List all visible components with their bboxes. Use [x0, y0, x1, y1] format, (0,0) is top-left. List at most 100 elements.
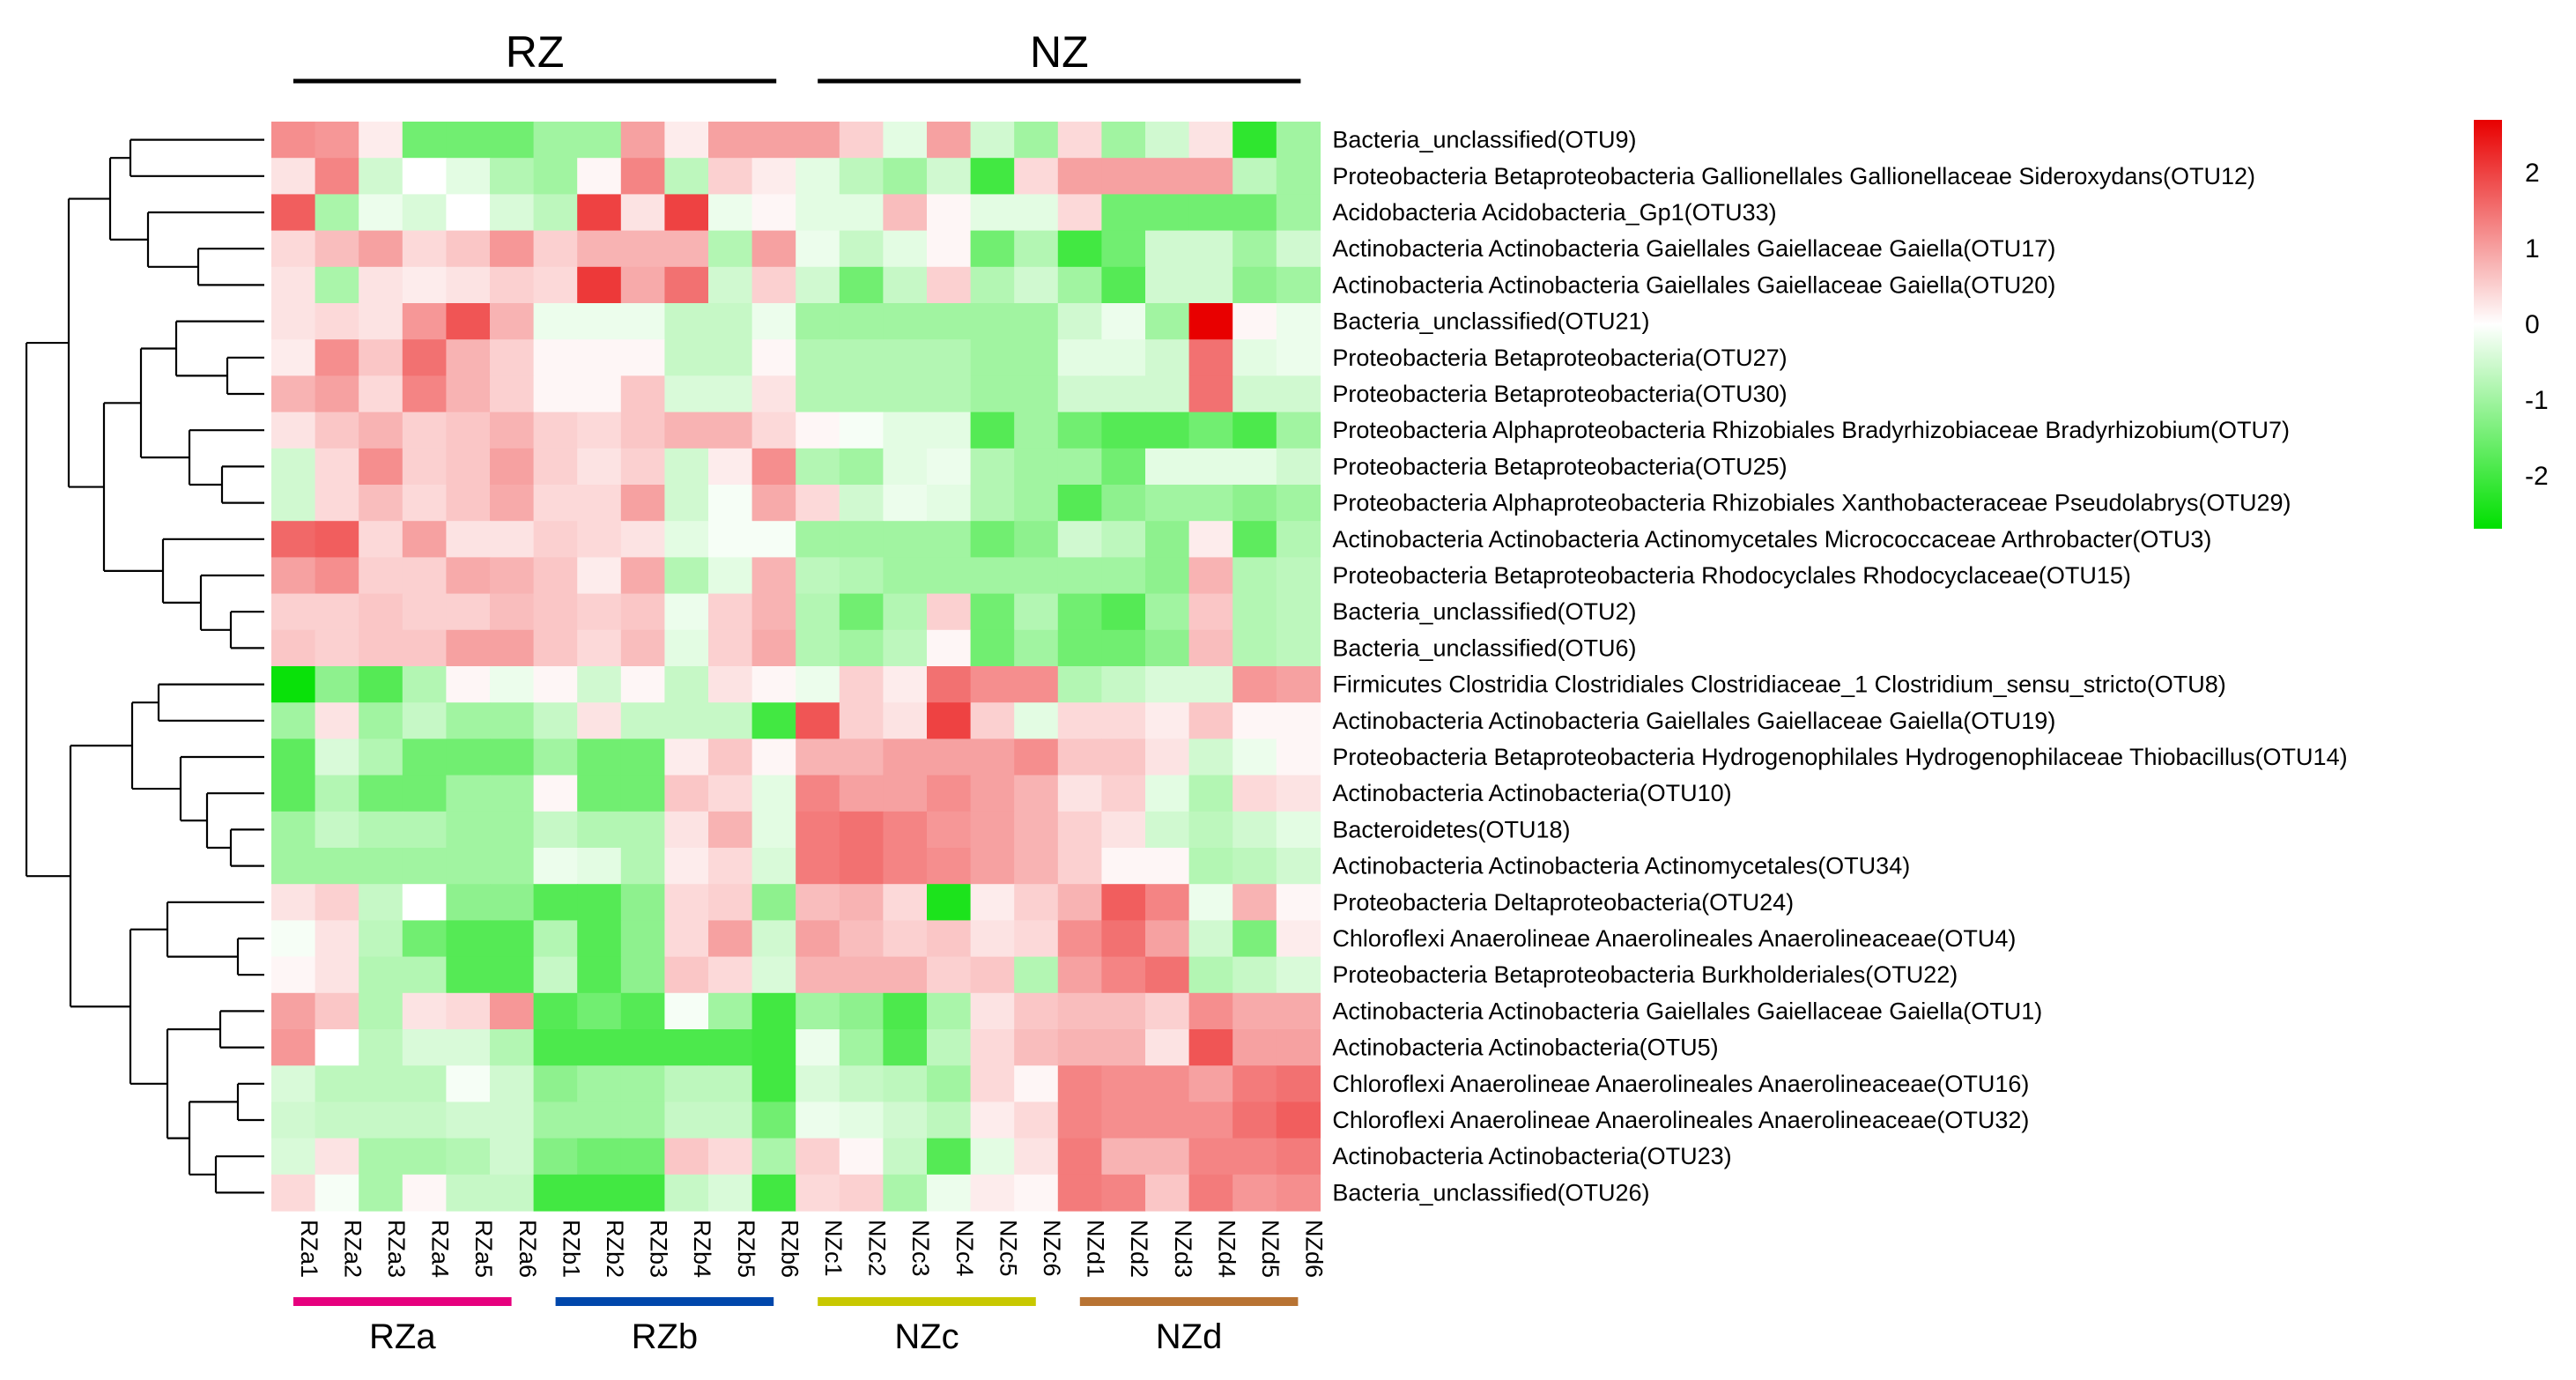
heatmap-cell — [751, 375, 796, 413]
heatmap-cell — [1101, 158, 1146, 195]
heatmap-cell — [708, 339, 753, 376]
heatmap-cell — [402, 303, 447, 340]
heatmap-cell — [1276, 738, 1321, 776]
heatmap-cell — [359, 122, 403, 159]
heatmap-cell — [664, 1174, 709, 1212]
heatmap-cell — [883, 1102, 928, 1139]
heatmap-cell — [883, 1065, 928, 1102]
subgroup-label: NZd — [1156, 1317, 1223, 1356]
heatmap-cell — [490, 448, 535, 486]
heatmap-cell — [970, 158, 1015, 195]
heatmap-cell — [1276, 956, 1321, 994]
heatmap-cell — [927, 629, 972, 667]
heatmap-cell — [446, 557, 491, 595]
legend-tick-label: 1 — [2525, 234, 2540, 263]
heatmap-cell — [402, 811, 447, 849]
heatmap-cell — [533, 557, 578, 595]
heatmap-cell — [883, 738, 928, 776]
heatmap-cell — [927, 992, 972, 1030]
heatmap-cell — [970, 738, 1015, 776]
heatmap-cell — [490, 230, 535, 268]
heatmap-cell — [1276, 1065, 1321, 1102]
heatmap-cell — [1232, 666, 1277, 703]
heatmap-cell — [1101, 1102, 1146, 1139]
heatmap-cell — [577, 339, 622, 376]
heatmap-cell — [446, 775, 491, 812]
heatmap-cell — [1188, 666, 1233, 703]
heatmap-cell — [620, 485, 665, 522]
column-label: NZc4 — [951, 1220, 978, 1277]
column-label: RZa3 — [383, 1220, 410, 1278]
heatmap-cell — [883, 194, 928, 232]
heatmap-cell — [839, 412, 884, 449]
heatmap-cell — [315, 158, 359, 195]
heatmap-cell — [1276, 666, 1321, 703]
heatmap-cell — [664, 702, 709, 739]
heatmap-cell — [577, 775, 622, 812]
heatmap-cell — [1014, 1138, 1059, 1176]
heatmap-cell — [1145, 122, 1190, 159]
heatmap-cell — [490, 303, 535, 340]
heatmap-cell — [620, 557, 665, 595]
heatmap-cell — [402, 702, 447, 739]
heatmap-cell — [796, 593, 840, 631]
heatmap-cell — [1145, 1174, 1190, 1212]
heatmap-cell — [446, 992, 491, 1030]
heatmap-cell — [927, 1102, 972, 1139]
heatmap-cell — [359, 158, 403, 195]
heatmap-cell — [1057, 122, 1102, 159]
heatmap-cell — [1101, 593, 1146, 631]
heatmap-cell — [751, 485, 796, 522]
heatmap-cell — [446, 266, 491, 304]
heatmap-cell — [1101, 122, 1146, 159]
heatmap-cell — [1145, 1138, 1190, 1176]
heatmap-cell — [1014, 1029, 1059, 1066]
heatmap-cell — [446, 375, 491, 413]
heatmap-cell — [446, 1138, 491, 1176]
heatmap-cell — [533, 1174, 578, 1212]
heatmap-cell — [1188, 266, 1233, 304]
heatmap-cell — [446, 158, 491, 195]
heatmap-cell — [402, 1102, 447, 1139]
heatmap-cell — [533, 230, 578, 268]
heatmap-cell — [1057, 230, 1102, 268]
heatmap-cell — [577, 848, 622, 885]
heatmap-cell — [490, 339, 535, 376]
heatmap-cell — [839, 666, 884, 703]
heatmap-cell — [1057, 158, 1102, 195]
heatmap-cell — [883, 122, 928, 159]
heatmap-cell — [1188, 1174, 1233, 1212]
heatmap-cell — [1145, 811, 1190, 849]
heatmap-cell — [664, 230, 709, 268]
heatmap-cell — [1014, 1065, 1059, 1102]
heatmap-cell — [315, 448, 359, 486]
heatmap-cell — [620, 122, 665, 159]
heatmap-cell — [927, 521, 972, 558]
column-label: NZd3 — [1170, 1220, 1196, 1278]
heatmap-cell — [1057, 702, 1102, 739]
heatmap-cell — [1057, 1174, 1102, 1212]
heatmap-cell — [490, 593, 535, 631]
heatmap-cell — [1276, 884, 1321, 921]
heatmap-cell — [927, 339, 972, 376]
heatmap-cell — [1145, 303, 1190, 340]
heatmap-cell — [402, 557, 447, 595]
heatmap-cell — [620, 303, 665, 340]
heatmap-cell — [708, 884, 753, 921]
heatmap-cell — [927, 230, 972, 268]
heatmap-cell — [1188, 884, 1233, 921]
heatmap-cell — [402, 266, 447, 304]
heatmap-cell — [271, 1029, 316, 1066]
heatmap-cell — [1232, 992, 1277, 1030]
heatmap-cell — [1057, 339, 1102, 376]
heatmap-cell — [490, 557, 535, 595]
heatmap-cell — [708, 848, 753, 885]
heatmap-cell — [446, 811, 491, 849]
heatmap-cell — [271, 412, 316, 449]
heatmap-cell — [620, 884, 665, 921]
heatmap-cell — [533, 485, 578, 522]
heatmap-cell — [664, 303, 709, 340]
heatmap-cell — [620, 266, 665, 304]
heatmap-cell — [577, 412, 622, 449]
heatmap-cell — [970, 303, 1015, 340]
